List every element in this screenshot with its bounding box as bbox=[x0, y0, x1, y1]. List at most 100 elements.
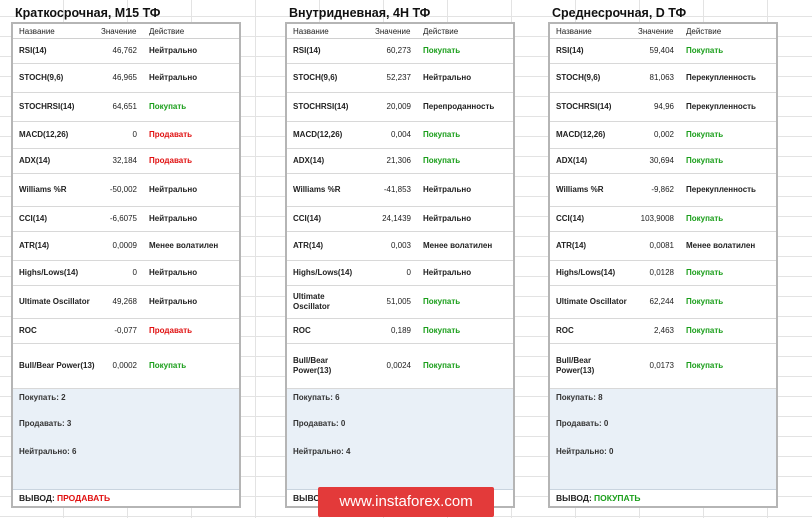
indicator-action: Нейтрально bbox=[149, 297, 198, 306]
indicator-action: Покупать bbox=[686, 361, 724, 370]
indicator-name: STOCH(9,6) bbox=[556, 73, 601, 82]
indicator-value: -6,6075 bbox=[109, 214, 137, 223]
indicator-name: MACD(12,26) bbox=[19, 130, 69, 139]
indicator-value: 0,0081 bbox=[649, 241, 674, 250]
indicator-name: Williams %R bbox=[19, 185, 67, 194]
indicator-action: Покупать bbox=[149, 102, 187, 111]
indicator-action: Нейтрально bbox=[423, 73, 472, 82]
indicator-name: CCI(14) bbox=[556, 214, 585, 223]
header-action: Действие bbox=[423, 27, 459, 36]
indicator-action: Перекупленность bbox=[686, 185, 756, 194]
indicator-name: RSI(14) bbox=[293, 46, 321, 55]
table-row: Ultimate Oscillator 49,268 Нейтрально bbox=[13, 286, 239, 319]
indicator-action: Продавать bbox=[149, 156, 193, 165]
summary-box: Покупать: 8 Продавать: 0 Нейтрально: 0 bbox=[550, 389, 776, 489]
indicator-value: 32,184 bbox=[112, 156, 137, 165]
indicator-name: ADX(14) bbox=[293, 156, 325, 165]
indicator-value: 0,0002 bbox=[112, 361, 137, 370]
indicator-name: Highs/Lows(14) bbox=[293, 268, 353, 277]
indicator-value: 0 bbox=[132, 130, 137, 139]
indicator-table: Название Значение Действие RSI(14) 60,273 Пок… bbox=[285, 22, 515, 508]
indicator-name: Bull/Bear Power(13) bbox=[19, 361, 95, 370]
header-name: Название bbox=[293, 27, 329, 36]
indicator-value: 60,273 bbox=[386, 46, 411, 55]
indicator-name: CCI(14) bbox=[19, 214, 48, 223]
table-header: Название Значение Действие bbox=[550, 24, 776, 39]
indicator-value: 94,96 bbox=[653, 102, 674, 111]
table-row: ADX(14) 21,306 Покупать bbox=[287, 149, 513, 174]
indicator-name: Williams %R bbox=[293, 185, 341, 194]
table-row: RSI(14) 60,273 Покупать bbox=[287, 39, 513, 64]
indicator-name: ATR(14) bbox=[293, 241, 324, 250]
table-row: RSI(14) 46,762 Нейтрально bbox=[13, 39, 239, 64]
indicator-action: Нейтрально bbox=[149, 268, 198, 277]
verdict-label: ВЫВОД: bbox=[293, 493, 329, 503]
header-name: Название bbox=[556, 27, 592, 36]
indicator-name: ROC bbox=[293, 326, 311, 335]
indicator-action: Перекупленность bbox=[686, 102, 756, 111]
verdict-label: ВЫВОД: bbox=[556, 493, 592, 503]
header-action: Действие bbox=[686, 27, 722, 36]
indicator-value: -9,862 bbox=[651, 185, 674, 194]
table-row: Ultimate Oscillator 51,005 Покупать bbox=[287, 286, 513, 319]
indicator-action: Покупать bbox=[686, 156, 724, 165]
indicator-value: 0 bbox=[132, 268, 137, 277]
indicator-name: ADX(14) bbox=[19, 156, 51, 165]
table-row: RSI(14) 59,404 Покупать bbox=[550, 39, 776, 64]
indicator-value: 103,9008 bbox=[640, 214, 674, 223]
indicator-action: Нейтрально bbox=[423, 214, 472, 223]
indicator-action: Покупать bbox=[686, 46, 724, 55]
table-row: Bull/Bear Power(13) 0,0024 Покупать bbox=[287, 344, 513, 389]
indicator-name: Ultimate Oscillator bbox=[293, 292, 330, 311]
verdict-row: ВЫВОД: ПРОДАВАТЬ bbox=[13, 489, 239, 506]
summary-neutral: Нейтрально: 0 bbox=[556, 447, 614, 456]
table-row: ROC 0,189 Покупать bbox=[287, 319, 513, 344]
indicator-action: Нейтрально bbox=[423, 185, 472, 194]
indicator-value: 0,0128 bbox=[649, 268, 674, 277]
indicator-action: Покупать bbox=[423, 326, 461, 335]
verdict-label: ВЫВОД: bbox=[19, 493, 55, 503]
indicator-value: 30,694 bbox=[649, 156, 674, 165]
indicator-table: Название Значение Действие RSI(14) 59,404 Пок… bbox=[548, 22, 778, 508]
table-header: Название Значение Действие bbox=[287, 24, 513, 39]
indicator-name: MACD(12,26) bbox=[556, 130, 606, 139]
table-row: STOCHRSI(14) 20,009 Перепроданность bbox=[287, 93, 513, 122]
table-header: Название Значение Действие bbox=[13, 24, 239, 39]
indicator-action: Продавать bbox=[149, 326, 193, 335]
table-row: MACD(12,26) 0,004 Покупать bbox=[287, 122, 513, 149]
summary-buy: Покупать: 8 bbox=[556, 393, 603, 402]
watermark-banner: www.instaforex.com bbox=[318, 487, 494, 517]
indicator-name: ATR(14) bbox=[556, 241, 587, 250]
indicator-action: Продавать bbox=[149, 130, 193, 139]
header-name: Название bbox=[19, 27, 55, 36]
summary-neutral: Нейтрально: 4 bbox=[293, 447, 351, 456]
table-row: CCI(14) 24,1439 Нейтрально bbox=[287, 207, 513, 232]
indicator-value: -0,077 bbox=[114, 326, 137, 335]
table-row: ROC -0,077 Продавать bbox=[13, 319, 239, 344]
indicator-action: Покупать bbox=[686, 326, 724, 335]
indicator-value: 46,965 bbox=[112, 73, 137, 82]
indicator-value: 62,244 bbox=[649, 297, 674, 306]
table-row: ADX(14) 30,694 Покупать bbox=[550, 149, 776, 174]
indicator-name: Highs/Lows(14) bbox=[556, 268, 616, 277]
indicator-value: 0,004 bbox=[390, 130, 411, 139]
table-row: MACD(12,26) 0 Продавать bbox=[13, 122, 239, 149]
indicator-value: -50,002 bbox=[109, 185, 137, 194]
indicator-name: RSI(14) bbox=[556, 46, 584, 55]
indicator-value: 51,005 bbox=[386, 297, 411, 306]
indicator-action: Покупать bbox=[423, 130, 461, 139]
indicator-value: 0,003 bbox=[390, 241, 411, 250]
summary-buy: Покупать: 6 bbox=[293, 393, 340, 402]
verdict-value: ПРОДАВАТЬ bbox=[57, 493, 111, 503]
indicator-action: Покупать bbox=[423, 361, 461, 370]
indicator-action: Покупать bbox=[686, 268, 724, 277]
indicator-action: Покупать bbox=[686, 130, 724, 139]
indicator-action: Нейтрально bbox=[423, 268, 472, 277]
indicator-action: Нейтрально bbox=[149, 185, 198, 194]
indicator-table: Название Значение Действие RSI(14) 46,762 Ней… bbox=[11, 22, 241, 508]
indicator-name: CCI(14) bbox=[293, 214, 322, 223]
indicator-name: ATR(14) bbox=[19, 241, 50, 250]
table-row: STOCHRSI(14) 94,96 Перекупленность bbox=[550, 93, 776, 122]
panel-title: Среднесрочная, D ТФ bbox=[552, 6, 687, 20]
indicator-value: 0,0009 bbox=[112, 241, 137, 250]
